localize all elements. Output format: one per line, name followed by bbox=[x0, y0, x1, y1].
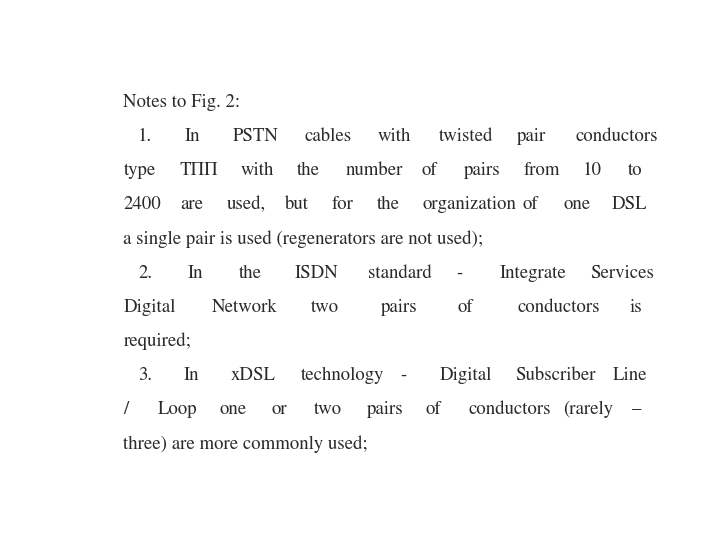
Text: pairs: pairs bbox=[464, 162, 501, 179]
Text: or: or bbox=[271, 401, 287, 418]
Text: required;: required; bbox=[124, 333, 192, 350]
Text: 10: 10 bbox=[582, 162, 602, 179]
Text: 3.: 3. bbox=[138, 367, 152, 384]
Text: cables: cables bbox=[305, 128, 352, 145]
Text: ISDN: ISDN bbox=[295, 265, 339, 281]
Text: for: for bbox=[331, 196, 354, 213]
Text: 2.: 2. bbox=[138, 265, 152, 281]
Text: 1.: 1. bbox=[138, 128, 153, 145]
Text: the: the bbox=[238, 265, 261, 281]
Text: twisted: twisted bbox=[439, 128, 493, 145]
Text: three) are more commonly used;: three) are more commonly used; bbox=[124, 435, 368, 453]
Text: with: with bbox=[377, 128, 410, 145]
Text: used,: used, bbox=[227, 196, 266, 213]
Text: PSTN: PSTN bbox=[233, 128, 279, 145]
Text: Line: Line bbox=[613, 367, 647, 384]
Text: of: of bbox=[421, 162, 437, 179]
Text: Network: Network bbox=[212, 299, 278, 315]
Text: technology: technology bbox=[301, 367, 384, 384]
Text: Digital: Digital bbox=[124, 299, 176, 315]
Text: pairs: pairs bbox=[381, 299, 418, 315]
Text: a single pair is used (regenerators are not used);: a single pair is used (regenerators are … bbox=[124, 230, 484, 248]
Text: but: but bbox=[285, 196, 309, 213]
Text: pairs: pairs bbox=[366, 401, 403, 418]
Text: Digital: Digital bbox=[440, 367, 492, 384]
Text: with: with bbox=[240, 162, 274, 179]
Text: two: two bbox=[311, 299, 339, 315]
Text: two: two bbox=[314, 401, 342, 418]
Text: DSL: DSL bbox=[612, 196, 648, 213]
Text: organization: organization bbox=[422, 196, 516, 213]
Text: the: the bbox=[297, 162, 320, 179]
Text: In: In bbox=[185, 128, 201, 145]
Text: /: / bbox=[124, 401, 129, 418]
Text: number: number bbox=[346, 162, 403, 179]
Text: of: of bbox=[458, 299, 473, 315]
Text: conductors: conductors bbox=[518, 299, 600, 315]
Text: -: - bbox=[456, 265, 462, 281]
Text: Subscriber: Subscriber bbox=[516, 367, 596, 384]
Text: conductors: conductors bbox=[468, 401, 551, 418]
Text: one: one bbox=[563, 196, 590, 213]
Text: standard: standard bbox=[368, 265, 432, 281]
Text: is: is bbox=[630, 299, 642, 315]
Text: pair: pair bbox=[517, 128, 546, 145]
Text: ТПП: ТПП bbox=[179, 162, 218, 179]
Text: to: to bbox=[629, 162, 643, 179]
Text: In: In bbox=[184, 367, 199, 384]
Text: Integrate: Integrate bbox=[500, 265, 567, 281]
Text: conductors: conductors bbox=[576, 128, 658, 145]
Text: -: - bbox=[400, 367, 407, 384]
Text: In: In bbox=[188, 265, 203, 281]
Text: from: from bbox=[523, 162, 560, 179]
Text: (rarely: (rarely bbox=[563, 401, 613, 418]
Text: 2400: 2400 bbox=[124, 196, 161, 213]
Text: Notes to Fig. 2:: Notes to Fig. 2: bbox=[124, 94, 240, 111]
Text: Services: Services bbox=[590, 265, 654, 281]
Text: Loop: Loop bbox=[158, 401, 198, 418]
Text: xDSL: xDSL bbox=[231, 367, 276, 384]
Text: of: of bbox=[523, 196, 539, 213]
Text: one: one bbox=[220, 401, 247, 418]
Text: the: the bbox=[377, 196, 400, 213]
Text: –: – bbox=[632, 401, 642, 418]
Text: are: are bbox=[181, 196, 204, 213]
Text: of: of bbox=[426, 401, 441, 418]
Text: type: type bbox=[124, 162, 156, 179]
